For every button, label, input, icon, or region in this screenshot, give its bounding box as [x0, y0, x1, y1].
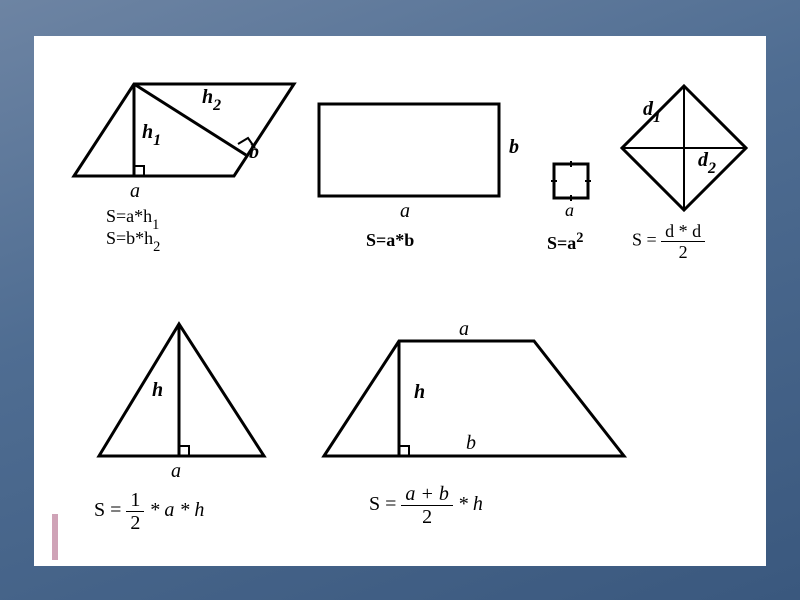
trapezoid-formula-den: 2	[401, 506, 453, 527]
rhombus-formula-fraction: d * d 2	[661, 222, 705, 261]
parallelogram-label-h2: h2	[202, 86, 221, 113]
rectangle-outline	[319, 104, 499, 196]
parallelogram-outline	[74, 84, 294, 176]
triangle-formula-num: 1	[126, 490, 144, 512]
small-square-outline	[554, 164, 588, 198]
trapezoid-formula: S = a + b 2 * h	[369, 484, 483, 527]
rectangle-formula: S=a*b	[366, 230, 414, 251]
rhombus-label-d2: d2	[698, 149, 716, 176]
trapezoid-formula-prefix: S =	[369, 493, 401, 515]
trapezoid-formula-num: a + b	[401, 484, 453, 506]
trapezoid-formula-rest: * h	[458, 493, 483, 515]
triangle-formula-fraction: 1 2	[126, 490, 144, 533]
triangle-formula: S = 1 2 * a * h	[94, 490, 204, 533]
parallelogram-label-h1: h1	[142, 121, 161, 148]
rhombus-formula-prefix: S =	[632, 230, 661, 250]
trapezoid-label-b: b	[466, 432, 476, 455]
square-formula: S=a2	[547, 230, 583, 254]
accent-bar	[52, 514, 58, 560]
parallelogram-formula-2: S=b*h2	[106, 228, 160, 254]
slide-outer-frame: h1 h2 b a S=a*h1 S=b*h2 b a S=a*b a S=a2…	[0, 0, 800, 600]
parallelogram-label-a: a	[130, 180, 140, 203]
content-page: h1 h2 b a S=a*h1 S=b*h2 b a S=a*b a S=a2…	[34, 36, 766, 566]
rhombus-formula: S = d * d 2	[632, 222, 705, 261]
trapezoid-label-a: a	[459, 318, 469, 341]
parallelogram-label-b: b	[249, 141, 259, 164]
trapezoid-formula-fraction: a + b 2	[401, 484, 453, 527]
trapezoid-label-h: h	[414, 381, 425, 404]
triangle-formula-rest: * a * h	[149, 499, 204, 521]
triangle-formula-den: 2	[126, 512, 144, 533]
triangle-outline	[99, 324, 264, 456]
triangle-label-h: h	[152, 379, 163, 402]
rhombus-formula-den: 2	[661, 242, 705, 261]
triangle-label-a: a	[171, 460, 181, 483]
rhombus-formula-num: d * d	[661, 222, 705, 242]
rectangle-label-a: a	[400, 200, 410, 223]
triangle-formula-prefix: S =	[94, 499, 126, 521]
rhombus-label-d1: d1	[643, 98, 661, 125]
square-label-a: a	[565, 200, 574, 221]
rectangle-label-b: b	[509, 136, 519, 159]
